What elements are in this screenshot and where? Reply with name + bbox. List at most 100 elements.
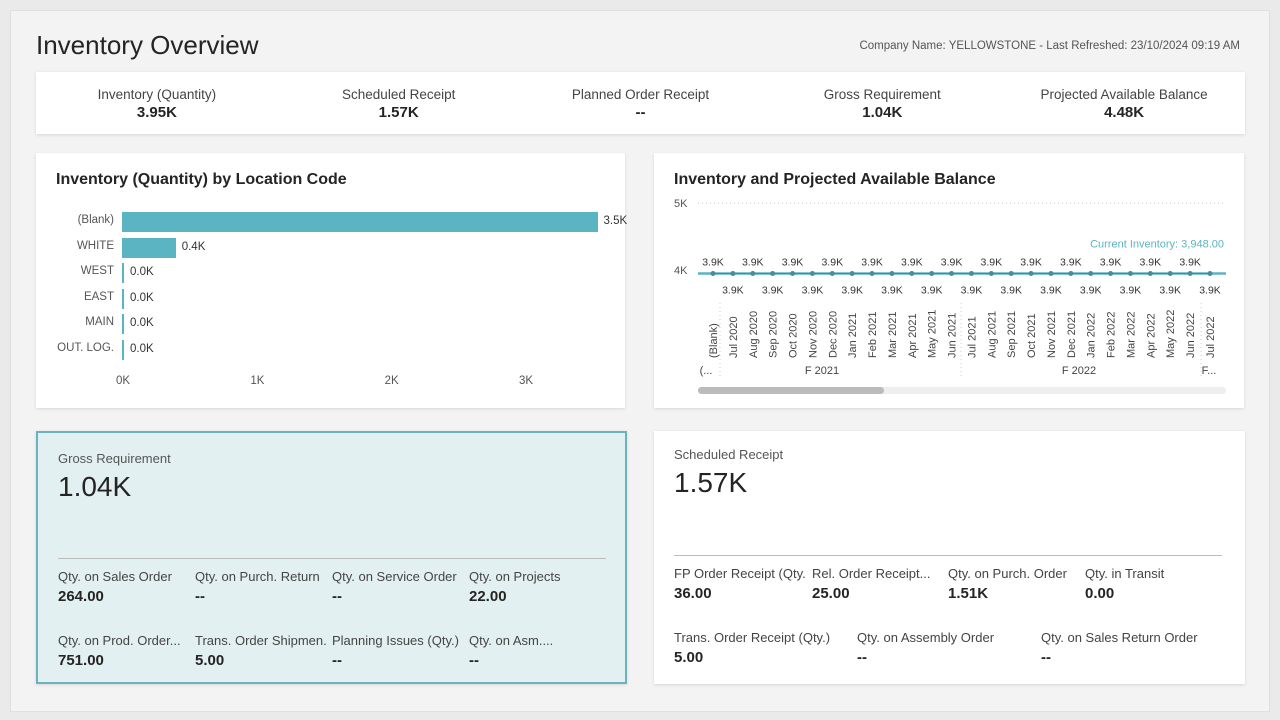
y-tick-label: 4K <box>674 265 688 277</box>
metric-cell[interactable]: Qty. on Asm.... -- <box>469 633 601 669</box>
metric-cell[interactable]: Qty. on Sales Order 264.00 <box>58 569 190 605</box>
data-point[interactable] <box>829 270 835 276</box>
kpi-gross-requirement[interactable]: Gross Requirement 1.04K <box>761 72 1003 134</box>
metric-cell[interactable]: Qty. on Projects 22.00 <box>469 569 601 605</box>
scheduled-receipt-card[interactable]: Scheduled Receipt 1.57K FP Order Receipt… <box>654 431 1245 684</box>
bar-category-label: WHITE <box>76 239 114 252</box>
data-point[interactable] <box>750 270 756 276</box>
metric-label: Rel. Order Receipt... <box>812 566 931 581</box>
data-point[interactable] <box>1127 270 1133 276</box>
kpi-value: 4.48K <box>1104 104 1145 121</box>
metric-value: 1.51K <box>948 585 989 602</box>
kpi-value: 1.57K <box>378 104 419 121</box>
data-label: 3.9K <box>742 256 764 268</box>
x-tick-label: Jun 2022 <box>1185 313 1197 358</box>
data-point[interactable] <box>1187 270 1193 276</box>
kpi-scheduled-receipt[interactable]: Scheduled Receipt 1.57K <box>278 72 520 134</box>
data-label: 3.9K <box>841 284 863 296</box>
data-point[interactable] <box>1068 270 1074 276</box>
metric-cell[interactable]: Rel. Order Receipt... 25.00 <box>812 566 944 602</box>
metric-cell[interactable]: Trans. Order Receipt (Qty.) 5.00 <box>674 630 854 666</box>
data-label: 3.9K <box>821 256 843 268</box>
data-point[interactable] <box>710 270 716 276</box>
data-point[interactable] <box>909 270 915 276</box>
data-label: 3.9K <box>1020 256 1042 268</box>
data-point[interactable] <box>889 270 895 276</box>
data-point[interactable] <box>1048 270 1054 276</box>
data-point[interactable] <box>790 270 796 276</box>
metric-label: Trans. Order Receipt (Qty.) <box>674 630 831 645</box>
data-point[interactable] <box>730 270 736 276</box>
card-label: Scheduled Receipt <box>674 447 784 462</box>
bar[interactable] <box>122 339 124 360</box>
data-point[interactable] <box>1008 270 1014 276</box>
x-tick-label: Nov 2020 <box>807 311 819 358</box>
kpi-value: 3.95K <box>136 104 177 121</box>
line-chart: 5K 4K Current Inventory: 3,948.00 3.9K (Blan… <box>674 198 1226 379</box>
data-point[interactable] <box>770 270 776 276</box>
data-point[interactable] <box>869 270 875 276</box>
x-tick-label: Aug 2021 <box>986 311 998 358</box>
x-tick-label: Feb 2021 <box>867 312 879 358</box>
metric-cell[interactable]: Qty. on Service Order -- <box>332 569 464 605</box>
kpi-inventory[interactable]: Inventory (Quantity) 3.95K <box>36 72 278 134</box>
x-tick-label: Jan 2021 <box>847 313 859 358</box>
kpi-projected-balance[interactable]: Projected Available Balance 4.48K <box>1003 72 1245 134</box>
kpi-label: Gross Requirement <box>823 87 941 102</box>
data-point[interactable] <box>968 270 974 276</box>
gross-requirement-card[interactable]: Gross Requirement 1.04K Qty. on Sales Or… <box>36 431 627 684</box>
reference-line-label: Current Inventory: 3,948.00 <box>1090 238 1224 250</box>
data-label: 3.9K <box>782 256 804 268</box>
metric-label: Qty. on Projects <box>469 569 561 584</box>
x-tick-label: (Blank) <box>708 323 720 358</box>
metric-cell[interactable]: Qty. on Purch. Return -- <box>195 569 327 605</box>
data-point[interactable] <box>809 270 815 276</box>
metric-cell[interactable]: Qty. on Sales Return Order -- <box>1041 630 1221 666</box>
bar[interactable] <box>122 314 124 334</box>
metric-cell[interactable]: Trans. Order Shipmen... 5.00 <box>195 633 327 669</box>
data-label: 3.9K <box>881 284 903 296</box>
bar[interactable] <box>122 212 598 232</box>
data-point[interactable] <box>1088 270 1094 276</box>
metric-cell[interactable]: Qty. on Purch. Order 1.51K <box>948 566 1080 602</box>
metric-cell[interactable]: Planning Issues (Qty.) -- <box>332 633 464 669</box>
data-point[interactable] <box>1207 270 1213 276</box>
y-tick-label: 5K <box>674 198 688 210</box>
data-point[interactable] <box>929 270 935 276</box>
page-title: Inventory Overview <box>36 30 259 60</box>
x-tick-label: Jul 2020 <box>728 316 740 358</box>
bar-category-label: OUT. LOG. <box>57 341 114 354</box>
data-point[interactable] <box>1147 270 1153 276</box>
data-point[interactable] <box>949 270 955 276</box>
bar-category-label: (Blank) <box>77 214 114 226</box>
data-label: 3.9K <box>921 284 943 296</box>
x-tick-label: Jul 2021 <box>966 316 978 358</box>
scrollbar-track[interactable] <box>698 387 1226 394</box>
metric-cell[interactable]: Qty. in Transit 0.00 <box>1085 566 1217 602</box>
metric-cell[interactable]: FP Order Receipt (Qty.) 36.00 <box>674 566 806 602</box>
bar[interactable] <box>122 263 124 283</box>
data-point[interactable] <box>1028 270 1034 276</box>
card-value: 1.57K <box>674 467 748 498</box>
metric-value: 0.00 <box>1085 585 1115 602</box>
data-point[interactable] <box>1167 270 1173 276</box>
data-point[interactable] <box>988 270 994 276</box>
refresh-info: Company Name: YELLOWSTONE - Last Refresh… <box>859 40 1240 52</box>
bar-data-label: 0.0K <box>130 266 154 278</box>
bar[interactable] <box>122 288 124 309</box>
kpi-value: -- <box>635 104 646 121</box>
bar-data-label: 0.0K <box>130 317 154 329</box>
data-label: 3.9K <box>901 256 923 268</box>
metric-cell[interactable]: Qty. on Prod. Order... 751.00 <box>58 633 190 669</box>
data-point[interactable] <box>849 270 855 276</box>
scrollbar-thumb[interactable] <box>698 387 884 394</box>
x-tick-label: Oct 2020 <box>788 313 800 358</box>
bar-data-label: 3.5K <box>603 215 628 227</box>
metric-label: Qty. on Prod. Order... <box>58 633 181 648</box>
data-point[interactable] <box>1108 270 1114 276</box>
metric-cell[interactable]: Qty. on Assembly Order -- <box>857 630 1037 666</box>
kpi-planned-order-receipt[interactable]: Planned Order Receipt -- <box>520 72 762 134</box>
bar[interactable] <box>122 237 176 258</box>
metric-label: Qty. on Purch. Order <box>948 566 1067 581</box>
metric-value: 264.00 <box>58 588 104 605</box>
